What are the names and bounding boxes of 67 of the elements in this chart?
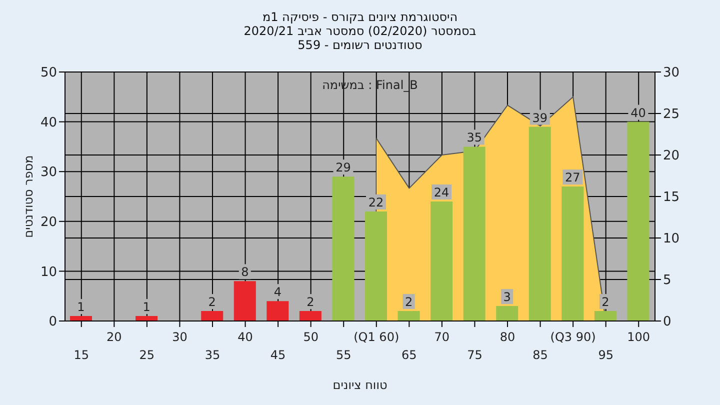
data-label: 22 xyxy=(368,195,384,210)
x-tick-label: 50 xyxy=(303,330,318,344)
data-label: 3 xyxy=(503,290,511,304)
data-label: 2 xyxy=(602,295,610,310)
y2-tick-label: 30 xyxy=(663,66,680,81)
data-label: 1 xyxy=(142,300,150,314)
bar xyxy=(627,122,650,321)
data-label: 2 xyxy=(404,295,413,310)
x-tick-label: 20 xyxy=(106,330,122,344)
bar xyxy=(70,316,92,321)
bar xyxy=(266,301,289,321)
x-tick-label: 25 xyxy=(139,348,155,362)
x-tick-label: 15 xyxy=(74,348,90,362)
y2-tick-label: 0 xyxy=(663,314,672,330)
y-tick-label: 50 xyxy=(40,66,57,81)
data-label: 29 xyxy=(336,160,351,175)
bar xyxy=(528,126,551,321)
bar xyxy=(365,211,387,321)
y-tick-label: 10 xyxy=(40,264,57,280)
data-label: 1 xyxy=(77,300,85,314)
x-tick-label: 85 xyxy=(532,348,548,362)
chart-title: היסטוגרמת ציונים בקורס - פיסיקה 1מ xyxy=(261,10,459,24)
data-label: 40 xyxy=(630,106,646,120)
y2-tick-label: 15 xyxy=(663,190,680,206)
bar xyxy=(234,281,256,321)
y-tick-label: 30 xyxy=(40,165,57,180)
bar xyxy=(430,201,453,321)
y2-tick-label: 20 xyxy=(663,148,680,164)
x-tick-label: (Q1 60) xyxy=(354,330,400,344)
x-tick-label: 55 xyxy=(336,348,352,362)
data-label: 8 xyxy=(241,265,249,280)
y2-tick-label: 5 xyxy=(663,273,672,288)
x-tick-label: 95 xyxy=(598,348,614,362)
x-tick-label: (Q3 90) xyxy=(550,330,596,344)
x-tick-label: 30 xyxy=(172,330,188,344)
x-tick-label: 45 xyxy=(270,348,286,362)
x-tick-label: 100 xyxy=(627,330,650,344)
bar xyxy=(299,311,322,321)
data-label: 2 xyxy=(208,295,216,310)
y2-tick-label: 25 xyxy=(663,107,680,122)
data-label: 39 xyxy=(532,110,548,125)
data-label: 4 xyxy=(274,285,282,300)
chart-subtitle: בסמסטר (02/2020) סמסטר אביב 2020/21 סטודנטים רשומים - 559 xyxy=(242,24,478,52)
bar xyxy=(136,316,158,321)
x-tick-label: 80 xyxy=(500,330,516,344)
data-label: 24 xyxy=(434,185,450,200)
x-axis-title: טווח ציונים xyxy=(332,378,388,392)
bar xyxy=(562,186,584,321)
x-tick-label: 75 xyxy=(467,348,482,362)
bar xyxy=(594,311,616,321)
y2-tick-label: 10 xyxy=(663,232,680,247)
y-axis-title: מספר סטודנטים xyxy=(21,155,36,238)
y-tick-label: 0 xyxy=(48,314,57,330)
bar xyxy=(398,311,420,321)
data-label: 2 xyxy=(306,295,314,310)
bar xyxy=(332,176,354,321)
x-tick-label: 35 xyxy=(204,348,220,362)
y-tick-label: 40 xyxy=(40,115,57,130)
data-label: 35 xyxy=(466,130,482,145)
x-tick-label: 70 xyxy=(434,330,450,344)
x-tick-label: 40 xyxy=(238,330,253,344)
x-tick-label: 65 xyxy=(402,348,417,362)
data-label: 27 xyxy=(565,170,580,185)
bar xyxy=(463,146,486,321)
bar xyxy=(201,311,224,321)
bar xyxy=(496,306,518,321)
y-tick-label: 20 xyxy=(40,215,57,230)
